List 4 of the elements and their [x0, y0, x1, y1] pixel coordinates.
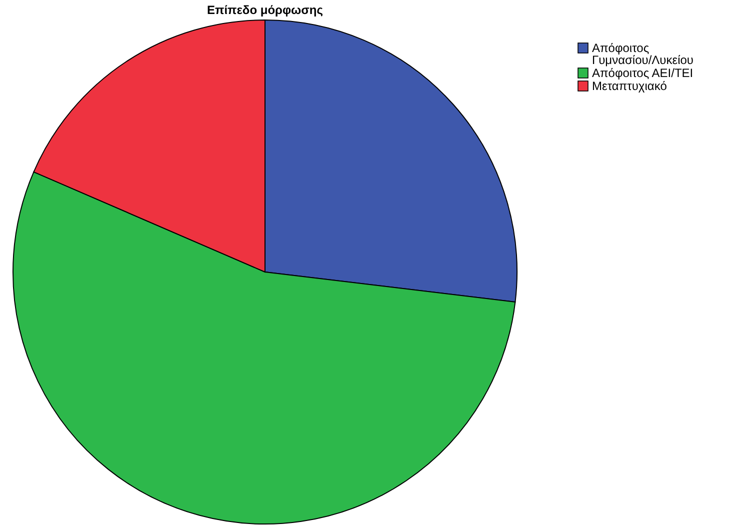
legend-label: Μεταπτυχιακό: [592, 79, 668, 93]
legend-label: Απόφοιτος ΑΕΙ/ΤΕΙ: [592, 66, 694, 80]
chart-title: Επίπεδο μόρφωσης: [207, 3, 323, 17]
legend-label: Απόφοιτος Γυμνασίου/Λυκείου: [592, 41, 694, 67]
